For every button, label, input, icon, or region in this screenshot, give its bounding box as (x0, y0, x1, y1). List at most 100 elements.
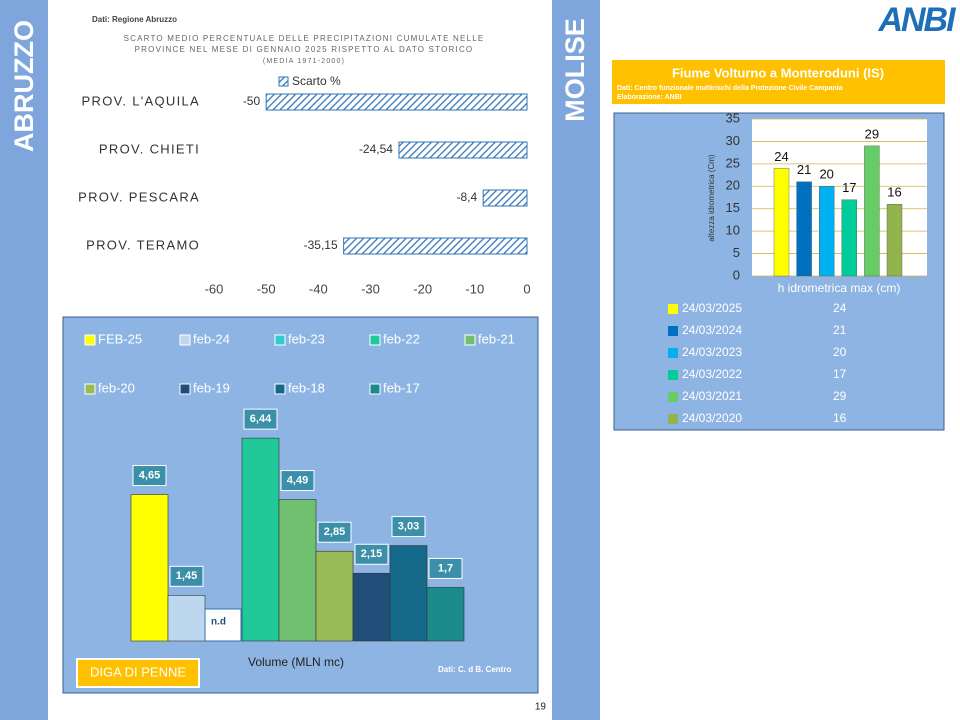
x-axis-label: h idrometrica max (cm) (778, 281, 901, 295)
legend-swatch (668, 326, 678, 336)
value-label: n.d (211, 617, 226, 628)
bar (130, 494, 169, 642)
value-label: 20 (819, 167, 833, 182)
legend-swatch (278, 76, 289, 87)
no-data-box (204, 608, 242, 642)
y-tick-label: 10 (726, 223, 740, 238)
legend-label: 24/03/2021 (682, 389, 742, 403)
bar (315, 550, 354, 642)
region-label: ABRUZZO (9, 20, 39, 152)
bar (482, 189, 528, 207)
bar (167, 595, 206, 642)
region-label: MOLISE (560, 18, 590, 122)
x-axis-label: Volume (MLN mc) (248, 655, 344, 669)
x-tick-label: -50 (257, 281, 276, 296)
bar (841, 199, 857, 277)
value-label: -50 (243, 94, 261, 108)
legend-swatch (369, 334, 381, 346)
legend-label: 24/03/2022 (682, 367, 742, 381)
legend-label: feb-19 (193, 380, 230, 395)
value-label-box (243, 408, 278, 430)
chart-title: PROVINCE NEL MESE DI GENNAIO 2025 RISPET… (135, 45, 474, 54)
chart-title: Fiume Volturno a Monteroduni (IS) (672, 65, 884, 80)
value-label: 4,49 (287, 474, 308, 486)
chart-title: SCARTO MEDIO PERCENTUALE DELLE PRECIPITA… (124, 34, 485, 43)
x-tick-label: -20 (413, 281, 432, 296)
bar (886, 204, 903, 277)
x-tick-label: -10 (465, 281, 484, 296)
y-axis-label: altezza idrometrica (Cm) (707, 154, 716, 241)
legend-swatch (464, 334, 476, 346)
value-label: 21 (797, 162, 811, 177)
bar (241, 437, 280, 642)
value-label-box (280, 470, 315, 492)
table-value: 17 (833, 367, 847, 381)
table-value: 20 (833, 345, 847, 359)
legend-swatch (668, 392, 678, 402)
legend-swatch (179, 334, 191, 346)
y-tick-label: 30 (726, 133, 740, 148)
value-label-box (354, 543, 389, 565)
table-value: 29 (833, 389, 847, 403)
y-tick-label: 25 (726, 155, 740, 170)
legend-swatch (668, 370, 678, 380)
value-label: 29 (865, 126, 879, 141)
legend-swatch (274, 334, 286, 346)
y-tick-label: PROV. PESCARA (78, 189, 200, 204)
logo: ANBI (877, 1, 957, 39)
chart-title: (MEDIA 1971-2000) (263, 58, 345, 65)
bar (796, 181, 812, 277)
legend-label: feb-24 (193, 331, 230, 346)
value-label: 1,45 (176, 570, 197, 582)
value-label-box (391, 516, 426, 538)
legend-label: feb-17 (383, 380, 420, 395)
table-value: 24 (833, 301, 847, 315)
y-tick-label: PROV. CHIETI (99, 141, 200, 156)
chart-subtitle: Elaborazione: ANBI (617, 94, 682, 101)
bar (352, 572, 391, 642)
legend-label: 24/03/2020 (682, 411, 742, 425)
value-label-box (428, 557, 463, 579)
bar (773, 168, 790, 277)
y-tick-label: 0 (733, 267, 740, 282)
bar (389, 545, 428, 642)
bar (343, 237, 528, 255)
value-label: 16 (887, 185, 901, 200)
value-label: 1,7 (438, 562, 453, 574)
left-strip (0, 0, 48, 720)
badge-box (76, 658, 200, 688)
legend-label: feb-21 (478, 331, 515, 346)
legend-swatch (179, 383, 191, 395)
table-value: 16 (833, 411, 847, 425)
x-tick-label: 0 (523, 281, 530, 296)
value-label-box (132, 465, 167, 487)
y-tick-label: 20 (726, 178, 740, 193)
title-box (612, 60, 945, 104)
legend-label: feb-23 (288, 331, 325, 346)
legend-label: 24/03/2023 (682, 345, 742, 359)
value-label: 4,65 (139, 469, 160, 481)
table-value: 21 (833, 323, 847, 337)
legend-swatch (668, 414, 678, 424)
value-label: 24 (774, 149, 788, 164)
middle-strip (552, 0, 600, 720)
bar (265, 93, 528, 111)
legend-label: feb-20 (98, 380, 135, 395)
badge: DIGA DI PENNE (90, 664, 186, 679)
y-tick-label: 5 (733, 245, 740, 260)
value-label: 2,15 (361, 548, 382, 560)
value-label: 17 (842, 180, 856, 195)
value-label: 6,44 (250, 413, 272, 425)
legend-label: Scarto % (292, 74, 341, 88)
legend-label: 24/03/2025 (682, 301, 742, 315)
value-label: 2,85 (324, 526, 345, 538)
legend-swatch (369, 383, 381, 395)
value-label: -35,15 (304, 238, 338, 252)
legend-label: feb-22 (383, 331, 420, 346)
y-tick-label: 35 (726, 110, 740, 125)
source: Dati: C. d B. Centro (438, 665, 511, 674)
x-tick-label: -30 (361, 281, 380, 296)
legend-label: feb-18 (288, 380, 325, 395)
bar (426, 587, 465, 642)
